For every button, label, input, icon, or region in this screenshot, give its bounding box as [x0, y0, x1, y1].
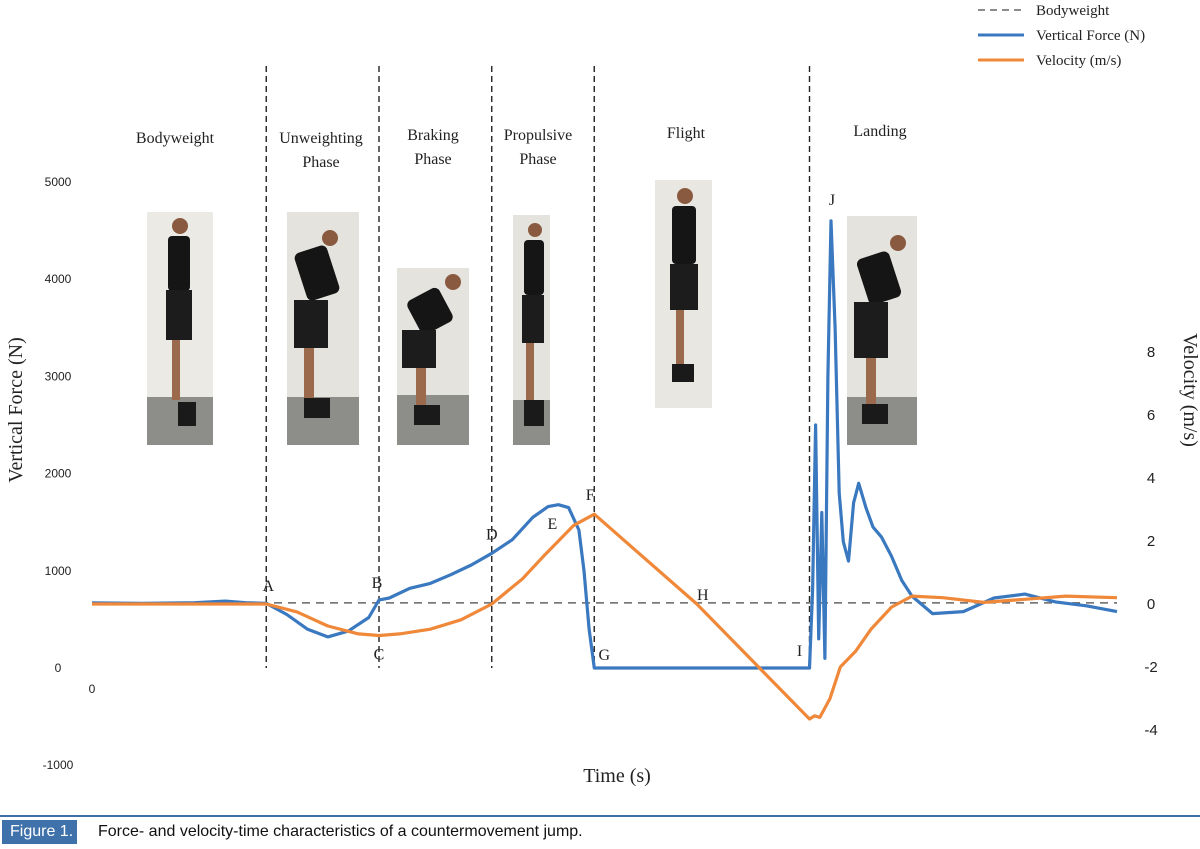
figure-caption: Figure 1. Force- and velocity-time chara… — [0, 815, 1200, 845]
photo-braking — [397, 268, 469, 445]
photo-flight — [655, 180, 712, 408]
vertical-force-series — [91, 219, 1118, 670]
left-tick-label: 3000 — [45, 369, 72, 383]
photo-standing — [147, 212, 213, 445]
left-tick-label: 5000 — [45, 175, 72, 189]
point-label-f: F — [586, 487, 595, 504]
athlete-photos — [147, 180, 917, 445]
legend: Bodyweight Vertical Force (N) Velocity (m/… — [978, 3, 1145, 69]
left-tick-label: 4000 — [45, 272, 72, 286]
left-tick-label: -1000 — [43, 758, 74, 772]
point-label-b: B — [372, 575, 383, 592]
phase-title: Phase — [302, 154, 339, 171]
phase-boundaries — [265, 66, 811, 668]
phase-title: Phase — [414, 151, 451, 168]
phase-title: Flight — [667, 125, 706, 142]
velocity-series — [92, 512, 1118, 721]
point-label-a: A — [262, 578, 274, 595]
point-label-h: H — [697, 587, 709, 604]
right-tick-label: 8 — [1147, 344, 1155, 361]
left-axis-ticks: -1000 0 1000 2000 3000 4000 5000 — [43, 175, 74, 772]
phase-titles: Bodyweight Unweighting Phase Braking Phase Pr… — [136, 123, 907, 171]
right-tick-label: -2 — [1144, 659, 1157, 676]
phase-title: Braking — [407, 127, 459, 144]
phase-title: Propulsive — [504, 127, 572, 144]
point-label-e: E — [547, 516, 557, 533]
legend-entry: Vertical Force (N) — [1036, 28, 1145, 44]
left-tick-label: 1000 — [45, 564, 72, 578]
legend-entry: Bodyweight — [1036, 3, 1110, 19]
x-axis-label: Time (s) — [583, 765, 651, 787]
left-tick-label: 2000 — [45, 467, 72, 481]
right-axis-ticks: -4 -2 0 2 4 6 8 — [1144, 344, 1157, 739]
phase-title: Bodyweight — [136, 130, 215, 147]
phase-title: Unweighting — [279, 130, 363, 147]
right-tick-label: -4 — [1144, 722, 1157, 739]
point-label-g: G — [598, 647, 610, 664]
right-tick-label: 0 — [1147, 596, 1155, 613]
caption-text: Force- and velocity-time characteristics… — [98, 823, 583, 840]
right-tick-label: 2 — [1147, 533, 1155, 550]
caption-label: Figure 1. — [2, 820, 78, 844]
point-label-d: D — [486, 526, 498, 543]
x-axis-ticks: 0 — [89, 682, 96, 696]
photo-unweighting — [287, 212, 359, 445]
photo-landing — [847, 216, 917, 445]
point-labels: A B C D E F G H I J — [262, 192, 835, 664]
point-label-c: C — [374, 647, 385, 664]
right-tick-label: 6 — [1147, 407, 1155, 424]
left-tick-label: 0 — [55, 661, 62, 675]
phase-title: Phase — [519, 151, 556, 168]
point-label-j: J — [829, 192, 835, 209]
y-axis-label: Vertical Force (N) — [5, 337, 27, 483]
phase-title: Landing — [853, 123, 906, 140]
right-tick-label: 4 — [1147, 470, 1155, 487]
point-label-i: I — [797, 643, 802, 660]
legend-entry: Velocity (m/s) — [1036, 53, 1121, 69]
force-velocity-chart: -1000 0 1000 2000 3000 4000 5000 -4 -2 0 2 4 6 8 0 V… — [5, 3, 1200, 787]
photo-propulsive — [513, 215, 550, 445]
y2-axis-label: Velocity (m/s) — [1179, 333, 1200, 447]
x-tick-label: 0 — [89, 682, 96, 696]
caption-rule — [0, 815, 1200, 817]
